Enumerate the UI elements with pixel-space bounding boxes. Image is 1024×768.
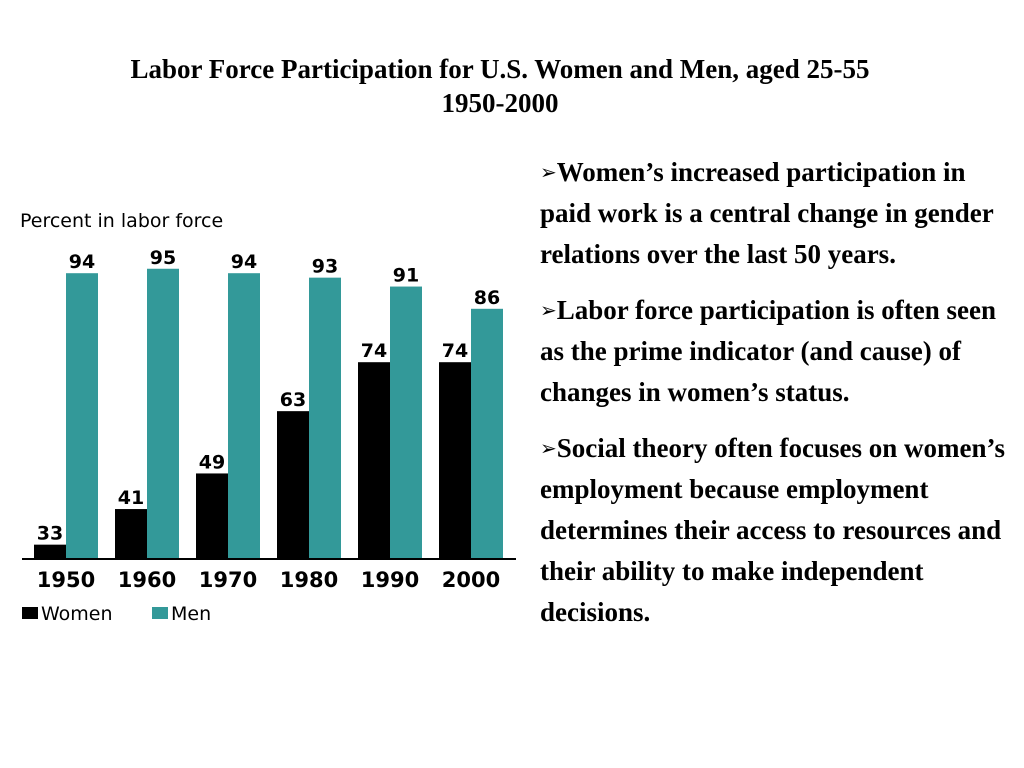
women-bar <box>439 362 471 558</box>
x-tick-label: 1980 <box>280 568 338 592</box>
men-data-label: 93 <box>312 256 338 278</box>
bullet-text-2: Labor force participation is often seen … <box>540 295 996 407</box>
arrow-bullet-icon: ➢ <box>540 160 557 184</box>
women-legend-swatch <box>22 607 38 619</box>
men-bar <box>147 268 179 558</box>
bullet-item-2: ➢Labor force participation is often seen… <box>540 290 1018 413</box>
men-legend-label: Men <box>171 603 211 625</box>
women-data-label: 74 <box>361 340 387 362</box>
bullet-item-1: ➢Women’s increased participation in paid… <box>540 152 1018 275</box>
women-bar <box>196 473 228 558</box>
arrow-bullet-icon: ➢ <box>540 436 557 460</box>
x-tick-label: 2000 <box>442 568 500 592</box>
women-bar <box>277 411 309 558</box>
bullet-item-3: ➢Social theory often focuses on women’s … <box>540 428 1018 633</box>
arrow-bullet-icon: ➢ <box>540 298 557 322</box>
men-bar <box>390 286 422 558</box>
women-data-label: 33 <box>37 523 63 545</box>
men-data-label: 95 <box>150 247 176 269</box>
men-legend-swatch <box>152 607 168 619</box>
bar-chart-svg: Percent in labor force 33 94 1950 41 95 1960 49… <box>20 210 516 625</box>
x-tick-label: 1970 <box>199 568 257 592</box>
x-tick-label: 1950 <box>37 568 95 592</box>
women-data-label: 49 <box>199 451 225 473</box>
men-bar <box>228 273 260 558</box>
men-data-label: 94 <box>231 251 257 273</box>
slide-title: Labor Force Participation for U.S. Women… <box>0 52 1000 120</box>
women-bar <box>358 362 390 558</box>
slide-title-line-2: 1950-2000 <box>441 88 559 118</box>
men-bar <box>309 277 341 558</box>
bullet-text-3: Social theory often focuses on women’s e… <box>540 433 1005 627</box>
men-data-label: 91 <box>393 265 419 287</box>
men-data-label: 86 <box>474 287 500 309</box>
x-tick-label: 1990 <box>361 568 419 592</box>
men-bar <box>66 273 98 558</box>
y-axis-label: Percent in labor force <box>20 210 223 232</box>
slide-title-line-1: Labor Force Participation for U.S. Women… <box>130 54 870 84</box>
women-data-label: 74 <box>442 340 468 362</box>
men-data-label: 94 <box>69 251 95 273</box>
women-data-label: 63 <box>280 389 306 411</box>
women-bar <box>34 544 66 558</box>
labor-force-chart: Percent in labor force 33 94 1950 41 95 1960 49… <box>18 200 518 640</box>
bullet-text-1: Women’s increased participation in paid … <box>540 157 994 269</box>
men-bar <box>471 308 503 558</box>
x-tick-label: 1960 <box>118 568 176 592</box>
women-bar <box>115 509 147 558</box>
women-legend-label: Women <box>41 603 113 625</box>
women-data-label: 41 <box>118 487 144 509</box>
bullet-list: ➢Women’s increased participation in paid… <box>540 152 1018 648</box>
